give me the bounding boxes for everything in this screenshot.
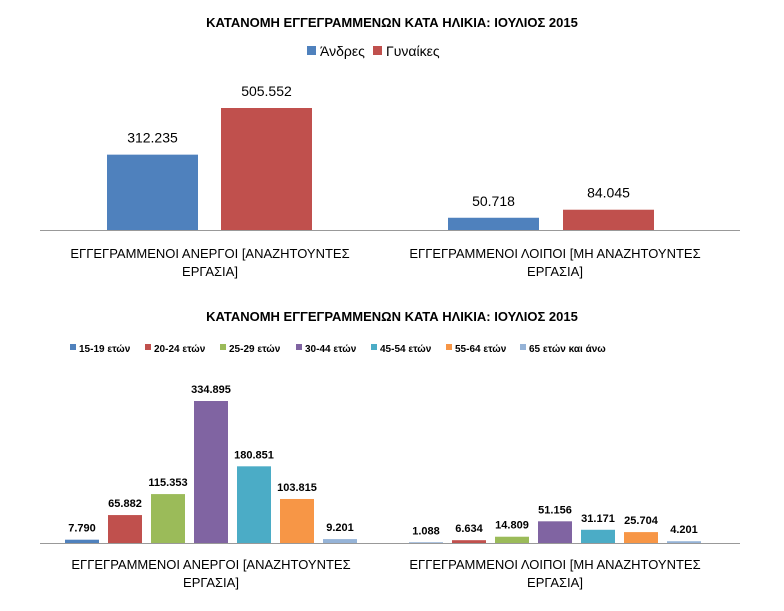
category-label: ΕΓΓΕΓΡΑΜΜΕΝΟΙ ΛΟΙΠΟΙ [ΜΗ ΑΝΑΖΗΤΟΥΝΤΕΣ [409,557,700,572]
bar [108,515,142,543]
legend-swatch [220,344,226,350]
legend-label: Άνδρες [320,43,365,59]
data-label: 50.718 [472,193,515,209]
legend-swatch [371,344,377,350]
data-label: 51.156 [538,504,572,516]
category-label: ΕΡΓΑΣΙΑ] [183,575,239,590]
chart-title: ΚΑΤΑΝΟΜΗ ΕΓΓΕΓΡΑΜΜΕΝΩΝ ΚΑΤΑ ΗΛΙΚΙΑ: ΙΟΥΛ… [206,15,578,30]
category-label: ΕΡΓΑΣΙΑ] [527,264,583,279]
bar [237,466,271,543]
bar [624,532,658,543]
legend-label: 25-29 ετών [229,344,281,355]
bar [452,540,486,543]
data-label: 334.895 [191,384,231,396]
data-label: 1.088 [412,526,440,538]
bar [221,108,312,230]
bar [151,494,185,543]
data-label: 9.201 [326,522,354,534]
data-label: 84.045 [587,185,630,201]
legend-label: 20-24 ετών [154,344,206,355]
legend-label: 65 ετών και άνω [529,344,606,355]
category-label: ΕΡΓΑΣΙΑ] [527,575,583,590]
legend-label: 45-54 ετών [380,344,432,355]
legend-swatch [70,344,76,350]
bar [280,498,314,543]
legend-swatch [296,344,302,350]
bar [194,401,228,543]
bar [538,521,572,543]
legend-swatch [145,344,151,350]
legend-label: 15-19 ετών [79,344,131,355]
data-label: 25.704 [624,515,659,527]
data-label: 6.634 [455,523,483,535]
legend-swatch [307,46,316,55]
data-label: 4.201 [670,524,698,536]
bar [495,536,529,543]
bar [667,541,701,543]
bar [323,539,357,543]
bar [448,217,539,230]
data-label: 14.809 [495,520,529,532]
category-label: ΕΓΓΕΓΡΑΜΜΕΝΟΙ ΑΝΕΡΓΟΙ [ΑΝΑΖΗΤΟΥΝΤΕΣ [71,557,350,572]
chart-title: ΚΑΤΑΝΟΜΗ ΕΓΓΕΓΡΑΜΜΕΝΩΝ ΚΑΤΑ ΗΛΙΚΙΑ: ΙΟΥΛ… [206,309,578,324]
category-label: ΕΡΓΑΣΙΑ] [182,264,238,279]
legend-label: Γυναίκες [386,43,440,59]
data-label: 7.790 [68,523,96,535]
data-label: 103.815 [277,482,317,494]
data-label: 505.552 [241,83,292,99]
bar [107,154,198,230]
data-label: 312.235 [127,130,178,146]
data-label: 31.171 [581,513,615,525]
data-label: 180.851 [234,449,274,461]
bar [581,529,615,543]
bar [563,209,654,230]
data-label: 65.882 [108,498,142,510]
legend-swatch [373,46,382,55]
legend-swatch [520,344,526,350]
legend-label: 55-64 ετών [455,344,507,355]
legend-label: 30-44 ετών [305,344,357,355]
category-label: ΕΓΓΕΓΡΑΜΜΕΝΟΙ ΑΝΕΡΓΟΙ [ΑΝΑΖΗΤΟΥΝΤΕΣ [70,246,349,261]
bar [65,539,99,543]
legend-swatch [446,344,452,350]
data-label: 115.353 [148,477,187,489]
category-label: ΕΓΓΕΓΡΑΜΜΕΝΟΙ ΛΟΙΠΟΙ [ΜΗ ΑΝΑΖΗΤΟΥΝΤΕΣ [409,246,700,261]
